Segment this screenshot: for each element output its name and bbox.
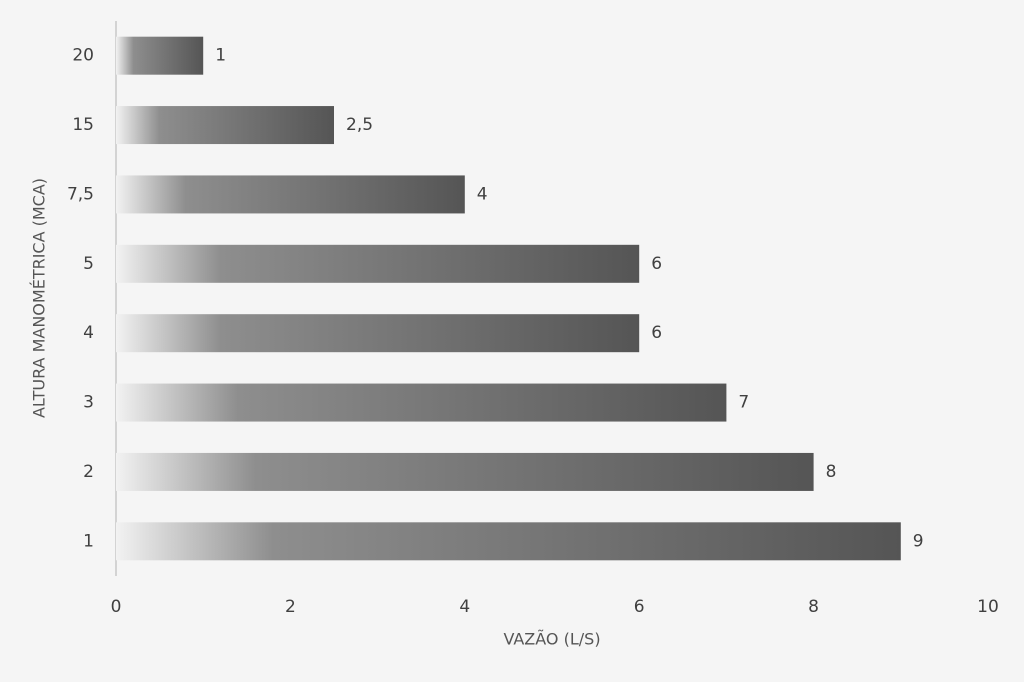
value-label: 6 <box>651 323 662 343</box>
bar <box>116 175 465 214</box>
bar <box>116 383 727 422</box>
y-tick-label: 7,5 <box>67 184 94 204</box>
y-tick-label: 2 <box>83 462 94 482</box>
y-tick-label: 15 <box>72 115 94 135</box>
bar <box>116 452 814 491</box>
x-axis-title: VAZÃO (L/S) <box>503 630 600 649</box>
bar <box>116 36 204 75</box>
y-tick-label: 5 <box>83 254 94 274</box>
y-tick-label: 20 <box>72 46 94 66</box>
x-tick-label: 6 <box>634 597 645 617</box>
value-label: 2,5 <box>346 115 373 135</box>
y-axis-title: ALTURA MANOMÉTRICA (MCA) <box>30 178 49 418</box>
value-label: 7 <box>738 393 749 413</box>
y-tick-label: 1 <box>83 531 94 551</box>
bar <box>116 106 334 145</box>
value-label: 1 <box>215 46 226 66</box>
x-tick-label: 0 <box>111 597 122 617</box>
y-tick-label: 3 <box>83 393 94 413</box>
bar <box>116 314 640 353</box>
x-tick-label: 8 <box>808 597 819 617</box>
bar <box>116 244 640 283</box>
x-tick-label: 2 <box>285 597 296 617</box>
bar <box>116 522 901 561</box>
value-label: 4 <box>477 184 488 204</box>
y-tick-label: 4 <box>83 323 94 343</box>
value-label: 8 <box>826 462 837 482</box>
value-label: 6 <box>651 254 662 274</box>
value-label: 9 <box>913 531 924 551</box>
x-tick-label: 4 <box>459 597 470 617</box>
x-tick-label: 10 <box>977 597 999 617</box>
